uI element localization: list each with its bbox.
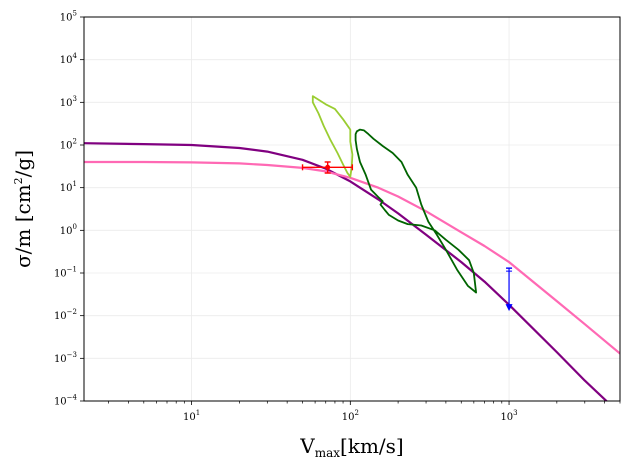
- y-tick-label-exp: −4: [67, 394, 78, 402]
- y-tick-label-exp: −1: [67, 266, 77, 274]
- y-axis-label-pre: σ/m [cm: [11, 184, 35, 268]
- y-axis-label-sup: 2: [12, 177, 25, 184]
- y-tick-label-base: 10: [54, 397, 67, 408]
- contour-2: [311, 95, 354, 178]
- y-tick-label-base: 10: [60, 55, 73, 66]
- y-tick-label: 101: [60, 180, 77, 194]
- x-tick-label: 101: [183, 409, 200, 423]
- x-tick-label: 103: [500, 409, 517, 423]
- y-tick-label: 10−2: [54, 308, 77, 322]
- point-marker: [325, 164, 331, 170]
- y-axis-label: σ/m [cm2/g]: [11, 150, 35, 268]
- y-tick-label-base: 10: [54, 269, 67, 280]
- y-tick-label: 100: [60, 223, 77, 237]
- data-point-0: [301, 161, 354, 174]
- y-tick-label: 10−1: [54, 266, 77, 280]
- y-tick-label-exp: 5: [73, 10, 77, 18]
- y-axis-label-post: /g]: [11, 150, 35, 177]
- x-tick-label: 102: [342, 409, 359, 423]
- plot-frame: [83, 16, 621, 402]
- y-tick-label: 102: [60, 138, 77, 152]
- y-tick-label-base: 10: [54, 311, 67, 322]
- x-tick-label-exp: 1: [196, 409, 200, 417]
- y-tick-label: 104: [60, 52, 78, 66]
- y-tick-label-base: 10: [54, 354, 67, 365]
- x-tick-label-exp: 3: [513, 409, 517, 417]
- x-tick-label-base: 10: [500, 412, 513, 423]
- y-tick-label-base: 10: [60, 13, 73, 24]
- y-tick-label-exp: −3: [67, 351, 77, 359]
- y-tick-label-exp: 0: [73, 223, 77, 231]
- y-tick-label-exp: −2: [67, 308, 77, 316]
- y-tick-label: 103: [60, 95, 77, 109]
- grid: [84, 16, 620, 402]
- y-tick-label-exp: 4: [73, 52, 78, 60]
- x-axis-label-sub: max: [315, 446, 341, 460]
- x-axis-label: Vmax[km/s]: [299, 434, 403, 460]
- series-layer: [84, 95, 620, 401]
- y-tick-label: 105: [60, 10, 77, 24]
- point-marker: [505, 304, 513, 312]
- x-axis-label-rest: [km/s]: [340, 434, 404, 458]
- y-tick-label: 10−4: [54, 394, 78, 408]
- y-tick-label-exp: 1: [73, 180, 77, 188]
- y-tick-label-base: 10: [60, 141, 73, 152]
- x-axis-label-base: V: [299, 434, 315, 458]
- points-layer: [301, 161, 513, 312]
- y-tick-label-base: 10: [60, 183, 73, 194]
- x-tick-label-base: 10: [183, 412, 196, 423]
- ticks-layer: 101 102 10310−410−310−210−1100101102103104…: [54, 10, 621, 423]
- data-point-1: [505, 267, 513, 312]
- curve-1: [84, 160, 620, 355]
- curve-0: [84, 142, 609, 401]
- contour-3: [354, 128, 478, 294]
- y-tick-label-exp: 3: [73, 95, 77, 103]
- x-tick-label-exp: 2: [354, 409, 358, 417]
- y-tick-label: 10−3: [54, 351, 77, 365]
- y-tick-label-base: 10: [60, 98, 73, 109]
- y-tick-label-base: 10: [60, 226, 73, 237]
- y-tick-label-exp: 2: [73, 138, 77, 146]
- x-tick-label-base: 10: [342, 412, 355, 423]
